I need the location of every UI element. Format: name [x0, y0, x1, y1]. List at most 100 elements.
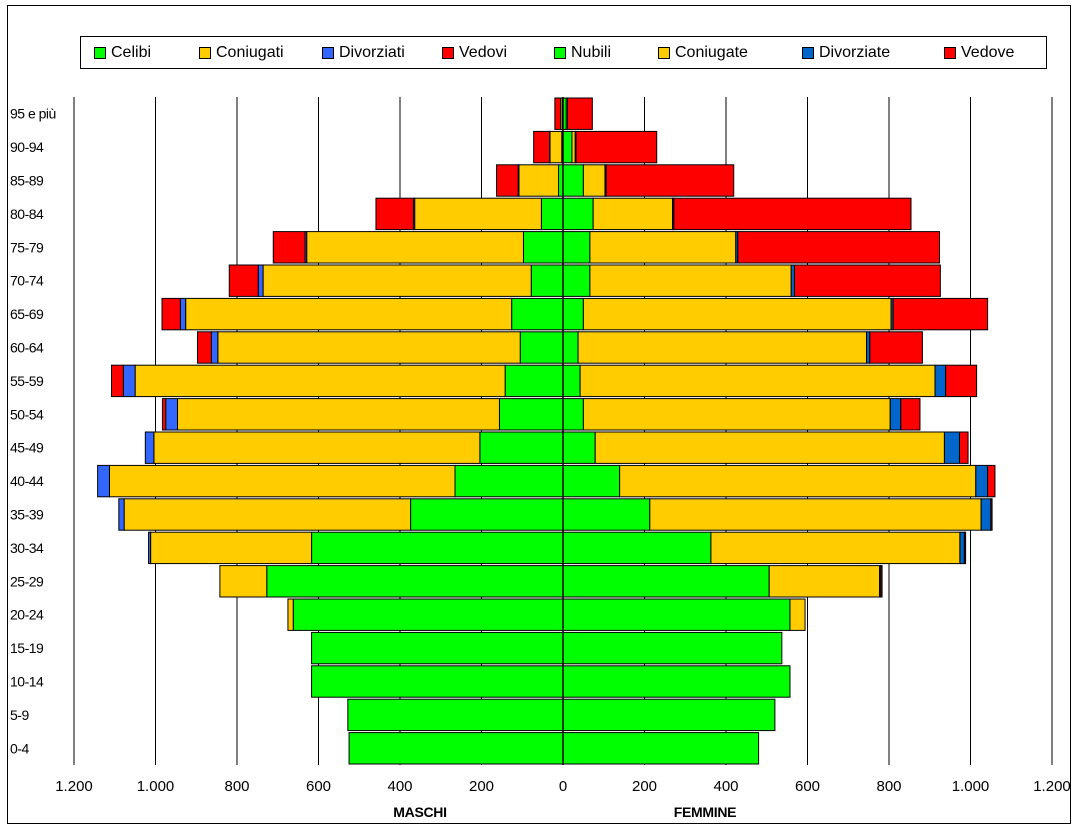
- bar-coniugati-15: [306, 231, 524, 264]
- age-label: 60-64: [10, 340, 44, 356]
- bar-coniugati-10: [177, 398, 500, 431]
- bar-coniugati-9: [153, 431, 481, 464]
- bar-coniugate-11: [579, 364, 936, 398]
- femmine-label: FEMMINE: [674, 804, 736, 820]
- chart-legend: Celibi Coniugati Divorziati Vedovi Nubili Con…: [80, 36, 1047, 69]
- bar-nubili-15: [562, 231, 591, 264]
- legend-swatch: [94, 46, 106, 59]
- bar-celibi-6: [311, 531, 564, 565]
- bar-nubili-18: [562, 130, 573, 164]
- x-tick-label: 400: [713, 778, 738, 795]
- bar-coniugati-7: [123, 498, 412, 531]
- legend-label: Vedove: [961, 43, 1015, 61]
- age-label: 70-74: [10, 273, 44, 289]
- bar-coniugate-7: [649, 498, 982, 531]
- age-label: 85-89: [10, 173, 44, 189]
- bar-vedovi-11: [110, 364, 124, 398]
- bar-divorziati-9: [144, 431, 155, 464]
- bar-divorziati-7: [118, 498, 125, 531]
- age-label: 55-59: [10, 373, 44, 389]
- legend-swatch: [944, 46, 956, 59]
- bar-vedove-17: [605, 164, 735, 197]
- x-tick-label: 1.000: [952, 778, 990, 795]
- bar-nubili-12: [562, 331, 579, 364]
- bar-coniugati-12: [217, 331, 521, 364]
- bar-vedovi-17: [496, 164, 519, 197]
- legend-label: Coniugate: [675, 43, 748, 61]
- bar-vedovi-14: [228, 264, 259, 297]
- bar-vedove-18: [575, 130, 658, 164]
- bar-divorziati-14: [257, 264, 264, 297]
- age-label: 5-9: [10, 707, 29, 723]
- legend-swatch: [802, 46, 814, 59]
- legend-label: Nubili: [571, 43, 612, 61]
- bar-vedove-13: [892, 297, 989, 331]
- bar-celibi-9: [479, 431, 564, 464]
- bar-divorziate-8: [975, 464, 989, 498]
- bar-coniugati-16: [414, 197, 542, 231]
- x-tick-label: 200: [469, 778, 494, 795]
- bar-coniugati-8: [108, 464, 456, 498]
- bar-vedovi-12: [196, 331, 212, 364]
- bar-celibi-14: [530, 264, 564, 297]
- age-label: 20-24: [10, 607, 44, 623]
- bar-nubili-0: [562, 732, 760, 765]
- bar-vedove-16: [673, 197, 912, 231]
- bar-celibi-15: [522, 231, 564, 264]
- bar-vedove-7: [990, 498, 993, 531]
- bar-vedovi-10: [161, 398, 167, 431]
- bar-coniugati-11: [134, 364, 506, 398]
- legend-item-vedovi: Vedovi: [442, 37, 507, 68]
- bar-vedovi-16: [375, 197, 414, 231]
- age-label: 30-34: [10, 540, 44, 556]
- legend-swatch: [554, 46, 566, 59]
- bar-nubili-9: [562, 431, 596, 464]
- legend-item-coniugati: Coniugati: [199, 37, 284, 68]
- x-tick-label: 1.000: [137, 778, 175, 795]
- age-label: 75-79: [10, 239, 44, 255]
- legend-label: Coniugati: [216, 43, 284, 61]
- bar-vedove-8: [987, 464, 996, 498]
- bar-coniugati-5: [219, 565, 268, 598]
- age-label: 15-19: [10, 640, 44, 656]
- bar-divorziate-10: [889, 398, 902, 431]
- bar-nubili-7: [562, 498, 651, 531]
- age-label: 25-29: [10, 573, 44, 589]
- bar-vedove-11: [945, 364, 978, 398]
- age-label: 10-14: [10, 674, 44, 690]
- bar-coniugati-4: [287, 598, 294, 631]
- bar-celibi-4: [292, 598, 564, 631]
- bar-nubili-3: [562, 631, 783, 665]
- bar-vedove-10: [900, 398, 921, 431]
- x-tick-label: 400: [387, 778, 412, 795]
- bar-celibi-12: [519, 331, 564, 364]
- bar-nubili-11: [562, 364, 581, 398]
- legend-item-coniugate: Coniugate: [658, 37, 748, 68]
- legend-item-divorziati: Divorziati: [322, 37, 405, 68]
- legend-item-vedove: Vedove: [944, 37, 1014, 68]
- bar-divorziati-10: [165, 398, 179, 431]
- legend-label: Divorziate: [819, 43, 891, 61]
- bar-divorziati-11: [122, 364, 136, 398]
- bar-celibi-16: [540, 197, 564, 231]
- bar-vedove-5: [880, 565, 883, 598]
- x-tick-label: 1.200: [1033, 778, 1071, 795]
- bar-nubili-6: [562, 531, 712, 565]
- bar-celibi-2: [311, 665, 564, 698]
- legend-label: Celibi: [111, 43, 152, 61]
- maschi-label: MASCHI: [393, 804, 446, 820]
- bar-celibi-8: [454, 464, 564, 498]
- bar-vedovi-18: [533, 130, 551, 164]
- bar-vedove-15: [737, 231, 941, 264]
- legend-swatch: [322, 46, 334, 59]
- age-label: 50-54: [10, 406, 44, 422]
- bar-celibi-11: [504, 364, 564, 398]
- bar-vedove-6: [963, 531, 967, 565]
- x-tick-label: 600: [795, 778, 820, 795]
- bar-coniugate-16: [592, 197, 674, 231]
- bar-vedovi-13: [161, 297, 181, 331]
- bar-coniugate-5: [768, 565, 881, 598]
- bar-coniugate-14: [589, 264, 792, 297]
- bar-celibi-13: [511, 297, 564, 331]
